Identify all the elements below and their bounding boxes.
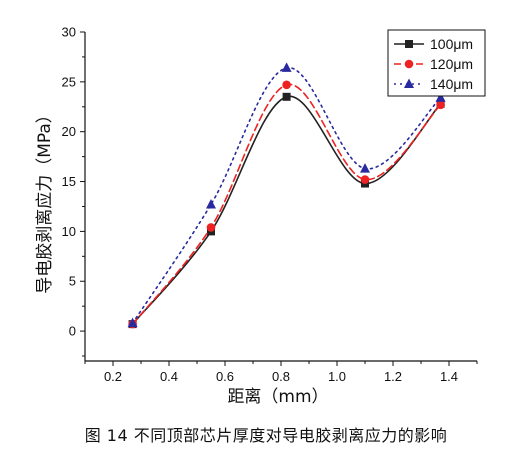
series-1 — [128, 80, 445, 329]
y-tick-label: 10 — [62, 224, 76, 239]
x-tick-label: 1.4 — [440, 369, 458, 384]
x-tick-label: 0.4 — [160, 369, 178, 384]
y-tick-label: 25 — [62, 74, 76, 89]
legend-label: 100μm — [430, 36, 473, 52]
y-tick-label: 0 — [69, 324, 76, 339]
series-line — [131, 95, 442, 325]
data-point — [281, 62, 292, 72]
data-point — [282, 92, 291, 101]
data-point — [282, 80, 291, 90]
legend-item: 120μm — [394, 56, 473, 72]
x-axis-title: 距离（mm） — [227, 387, 328, 407]
y-tick-label: 30 — [62, 25, 76, 40]
data-point — [360, 175, 370, 184]
data-point — [436, 100, 445, 110]
x-tick-label: 1.2 — [384, 369, 402, 384]
series-line — [131, 84, 442, 325]
series-layer — [127, 62, 446, 329]
legend-item: 140μm — [394, 76, 473, 92]
y-axis-title: 导电胶剥离应力（MPa） — [35, 106, 55, 294]
y-tick-label: 15 — [62, 174, 76, 189]
x-tick-label: 0.8 — [272, 369, 290, 384]
x-tick-label: 0.2 — [104, 369, 122, 384]
axes: 0 5 10 15 20 25 30 0.2 0.4 0.6 0.8 1.0 1.2 1.4 — [62, 25, 478, 384]
legend: 100μm 120μm 140μm — [387, 29, 486, 97]
series-line — [131, 67, 442, 324]
data-point — [206, 198, 216, 209]
x-tick-label: 1.0 — [328, 369, 346, 384]
series-2 — [127, 62, 446, 328]
y-tick-label: 5 — [69, 274, 76, 289]
y-tick-label: 20 — [62, 124, 76, 139]
figure-caption: 图 14 不同顶部芯片厚度对导电胶剥离应力的影响 — [84, 426, 448, 445]
legend-item: 100μm — [394, 36, 473, 52]
legend-label: 140μm — [430, 76, 473, 92]
data-point — [435, 92, 446, 102]
data-point — [127, 317, 138, 328]
legend-box — [387, 29, 486, 97]
legend-marker — [404, 78, 414, 88]
legend-label: 120μm — [430, 56, 473, 72]
x-tick-label: 0.6 — [216, 369, 234, 384]
data-point — [206, 223, 216, 232]
series-0 — [128, 92, 445, 329]
legend-marker — [405, 40, 413, 48]
data-point — [360, 163, 370, 173]
legend-marker — [404, 59, 414, 69]
